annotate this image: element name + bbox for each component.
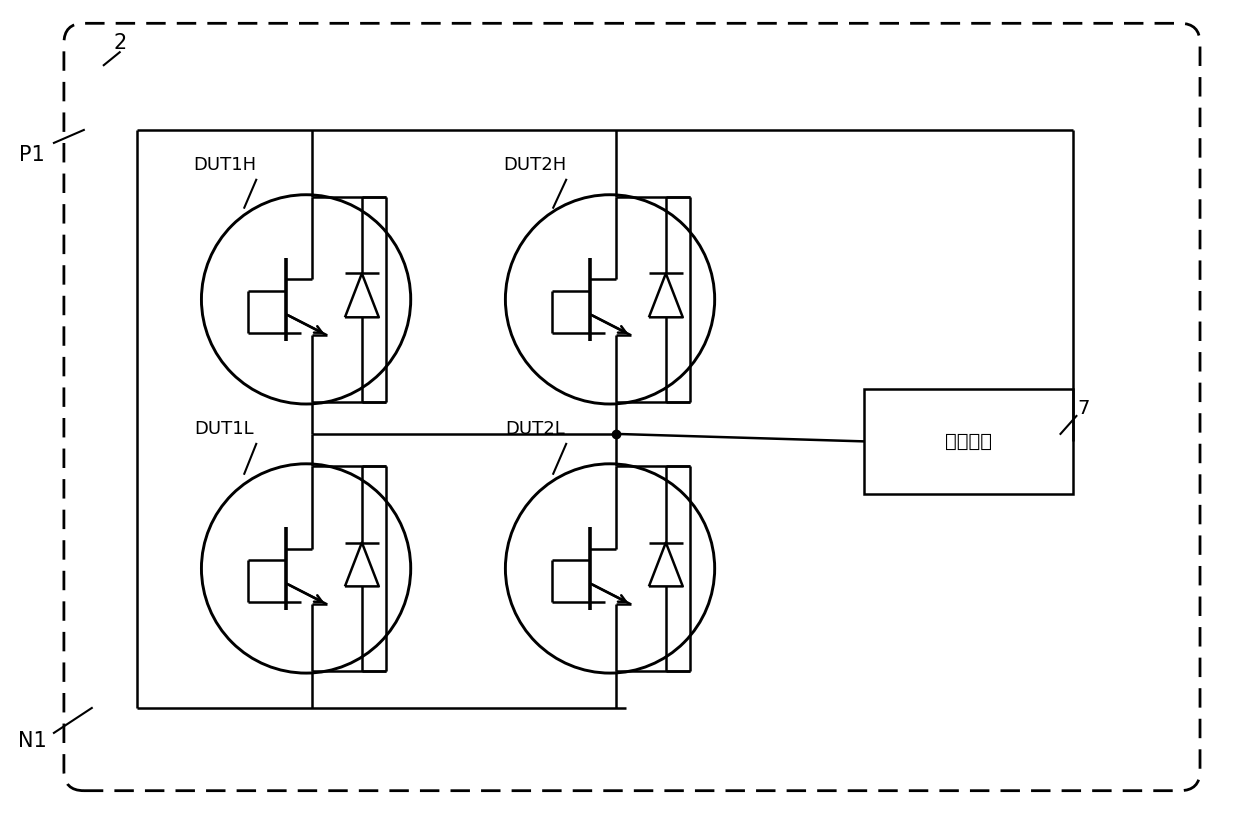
Text: N1: N1 [17,731,46,751]
Text: DUT2L: DUT2L [506,420,565,438]
Text: 2: 2 [113,33,126,53]
Text: P1: P1 [19,145,45,165]
Text: 7: 7 [1078,400,1090,418]
Text: 负载模块: 负载模块 [945,432,992,451]
Text: DUT1L: DUT1L [195,420,254,438]
Text: DUT2H: DUT2H [503,155,567,174]
Bar [864,389,1074,494]
Text: DUT1H: DUT1H [192,155,255,174]
